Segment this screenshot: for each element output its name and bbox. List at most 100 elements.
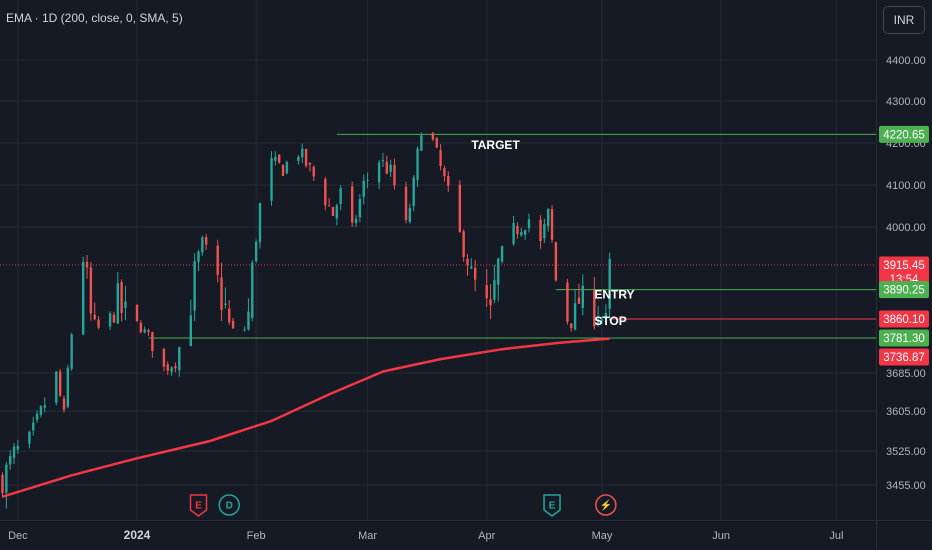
target-price-tag[interactable]: 4220.65 xyxy=(879,125,929,143)
candle[interactable] xyxy=(5,461,8,509)
candle[interactable] xyxy=(404,181,408,224)
indicator-legend[interactable]: EMA · 1D (200, close, 0, SMA, 5) xyxy=(6,11,183,25)
candle[interactable] xyxy=(339,184,342,211)
candle[interactable] xyxy=(297,155,300,165)
candle[interactable] xyxy=(143,326,146,334)
candle[interactable] xyxy=(43,397,46,413)
candle[interactable] xyxy=(35,410,39,423)
candle[interactable] xyxy=(408,203,412,224)
stop-note[interactable]: STOP xyxy=(594,314,626,328)
candle[interactable] xyxy=(224,287,227,309)
candle[interactable] xyxy=(254,239,258,263)
candle[interactable] xyxy=(473,259,477,292)
candle[interactable] xyxy=(204,234,208,250)
candle[interactable] xyxy=(500,245,504,264)
candle[interactable] xyxy=(489,284,492,320)
candle[interactable] xyxy=(381,152,385,167)
candle[interactable] xyxy=(527,213,531,233)
entry-note[interactable]: ENTRY xyxy=(594,288,634,302)
candle[interactable] xyxy=(458,180,462,233)
candle[interactable] xyxy=(573,289,577,331)
candle[interactable] xyxy=(377,159,381,189)
candle[interactable] xyxy=(247,298,250,331)
candle[interactable] xyxy=(485,268,488,308)
candle[interactable] xyxy=(385,155,388,175)
candle[interactable] xyxy=(512,215,515,247)
candle[interactable] xyxy=(258,202,262,249)
candle[interactable] xyxy=(28,430,31,449)
candle[interactable] xyxy=(358,194,362,223)
candle[interactable] xyxy=(277,154,281,164)
candle[interactable] xyxy=(178,346,181,377)
candle[interactable] xyxy=(570,323,573,332)
candle[interactable] xyxy=(108,311,112,331)
candle[interactable] xyxy=(447,171,450,192)
ema-price-tag[interactable]: 3736.87 xyxy=(879,348,929,366)
candle[interactable] xyxy=(8,450,12,470)
candle[interactable] xyxy=(16,439,20,454)
target-note[interactable]: TARGET xyxy=(471,138,520,152)
stop-price-tag[interactable]: 3860.10 xyxy=(879,310,929,328)
candle[interactable] xyxy=(89,261,93,321)
entry-price-tag[interactable]: 3890.25 xyxy=(879,281,929,299)
candle[interactable] xyxy=(493,265,496,304)
candle[interactable] xyxy=(12,443,16,465)
candle[interactable] xyxy=(93,302,96,321)
candle[interactable] xyxy=(362,174,365,205)
candle[interactable] xyxy=(243,326,246,332)
candle[interactable] xyxy=(443,165,446,182)
candle[interactable] xyxy=(304,148,308,168)
candle[interactable] xyxy=(554,241,558,282)
candle[interactable] xyxy=(193,253,196,322)
currency-button[interactable]: INR xyxy=(883,6,925,34)
candle[interactable] xyxy=(543,218,546,243)
candle[interactable] xyxy=(516,222,519,239)
candle[interactable] xyxy=(270,151,273,206)
candle[interactable] xyxy=(216,239,219,283)
dividend-event-icon[interactable]: D xyxy=(218,494,240,516)
candle[interactable] xyxy=(354,214,358,227)
earnings-event-icon-2[interactable]: E xyxy=(543,494,561,517)
candle[interactable] xyxy=(231,317,235,330)
candle[interactable] xyxy=(431,131,435,142)
earnings-event-icon[interactable]: E xyxy=(189,494,208,517)
candle[interactable] xyxy=(327,197,331,207)
candle[interactable] xyxy=(324,176,327,211)
candle[interactable] xyxy=(124,286,127,321)
candle[interactable] xyxy=(66,364,70,409)
candle[interactable] xyxy=(366,172,369,189)
candle[interactable] xyxy=(116,272,119,325)
candle[interactable] xyxy=(497,257,500,302)
candle[interactable] xyxy=(189,299,193,347)
candle[interactable] xyxy=(539,215,542,249)
candle[interactable] xyxy=(439,144,442,171)
candle[interactable] xyxy=(139,320,143,334)
candle[interactable] xyxy=(147,328,150,336)
candle[interactable] xyxy=(112,311,116,323)
candle[interactable] xyxy=(62,395,66,413)
candle[interactable] xyxy=(566,278,569,325)
candle[interactable] xyxy=(435,136,438,149)
candle[interactable] xyxy=(170,366,173,376)
candle[interactable] xyxy=(466,253,469,276)
candle[interactable] xyxy=(85,255,89,279)
candle[interactable] xyxy=(251,260,254,322)
candle[interactable] xyxy=(135,304,139,323)
candle[interactable] xyxy=(608,252,611,321)
candle[interactable] xyxy=(462,229,465,262)
candle[interactable] xyxy=(581,274,584,316)
candle[interactable] xyxy=(1,472,4,498)
candle[interactable] xyxy=(389,159,392,178)
candles[interactable] xyxy=(1,131,611,509)
candle[interactable] xyxy=(32,416,35,436)
candle[interactable] xyxy=(201,235,204,256)
candle[interactable] xyxy=(412,175,415,212)
candle[interactable] xyxy=(39,405,43,418)
candle[interactable] xyxy=(596,305,600,327)
candle[interactable] xyxy=(97,315,100,330)
candle[interactable] xyxy=(600,316,604,324)
candle[interactable] xyxy=(520,227,523,238)
candle[interactable] xyxy=(285,160,289,175)
candle[interactable] xyxy=(120,279,123,322)
